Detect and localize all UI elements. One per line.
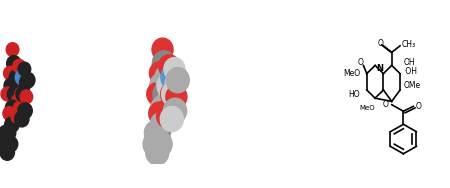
Circle shape	[4, 66, 16, 80]
Circle shape	[3, 107, 16, 120]
Circle shape	[15, 70, 30, 85]
Circle shape	[15, 87, 27, 101]
Circle shape	[155, 108, 176, 130]
Circle shape	[149, 102, 170, 125]
Text: CH₃: CH₃	[402, 40, 416, 49]
Circle shape	[147, 83, 168, 105]
Circle shape	[13, 59, 26, 73]
Circle shape	[149, 131, 172, 157]
Circle shape	[11, 109, 23, 123]
Circle shape	[147, 120, 170, 146]
Text: N: N	[377, 64, 383, 73]
Circle shape	[20, 90, 33, 104]
Circle shape	[0, 125, 13, 141]
Circle shape	[166, 67, 189, 93]
Circle shape	[18, 103, 32, 119]
Circle shape	[155, 65, 178, 90]
Circle shape	[166, 85, 187, 108]
Circle shape	[14, 101, 26, 115]
Circle shape	[21, 72, 35, 88]
Text: O: O	[382, 100, 388, 109]
Circle shape	[1, 87, 13, 101]
Circle shape	[5, 100, 20, 116]
Text: ·OH: ·OH	[403, 67, 418, 77]
Circle shape	[152, 38, 173, 61]
Circle shape	[4, 78, 18, 94]
Circle shape	[165, 71, 186, 94]
Circle shape	[151, 95, 174, 121]
Circle shape	[149, 62, 171, 85]
Circle shape	[11, 78, 26, 94]
Circle shape	[143, 131, 166, 157]
Circle shape	[16, 86, 30, 102]
Circle shape	[146, 140, 169, 165]
Text: HO: HO	[348, 90, 360, 99]
Circle shape	[160, 106, 183, 132]
Circle shape	[0, 145, 14, 160]
Text: O: O	[377, 39, 383, 48]
Circle shape	[162, 81, 184, 107]
Circle shape	[4, 117, 19, 133]
Circle shape	[163, 98, 187, 123]
Circle shape	[14, 111, 29, 127]
Text: OH: OH	[403, 58, 415, 67]
Circle shape	[153, 81, 176, 107]
Circle shape	[12, 94, 24, 108]
Circle shape	[152, 51, 176, 76]
Circle shape	[161, 83, 182, 105]
Circle shape	[18, 62, 31, 76]
Circle shape	[158, 89, 178, 112]
Circle shape	[161, 65, 184, 90]
Circle shape	[150, 73, 173, 98]
Circle shape	[144, 120, 167, 146]
Text: O: O	[357, 58, 363, 67]
Circle shape	[7, 56, 21, 71]
Circle shape	[164, 58, 185, 80]
Circle shape	[1, 125, 16, 141]
Circle shape	[150, 112, 173, 137]
Circle shape	[157, 73, 180, 98]
Text: MeO: MeO	[360, 105, 375, 111]
Circle shape	[6, 43, 19, 56]
Circle shape	[157, 105, 178, 128]
Circle shape	[7, 86, 22, 102]
Circle shape	[9, 112, 22, 126]
Text: OMe: OMe	[403, 80, 420, 89]
Text: alamy - JG0H3E: alamy - JG0H3E	[176, 169, 274, 182]
Circle shape	[159, 96, 180, 119]
Circle shape	[9, 70, 24, 85]
Circle shape	[0, 136, 12, 152]
Text: O: O	[416, 102, 422, 111]
Circle shape	[159, 55, 180, 78]
Circle shape	[19, 76, 32, 90]
Circle shape	[3, 136, 18, 152]
Text: MeO: MeO	[343, 69, 360, 78]
